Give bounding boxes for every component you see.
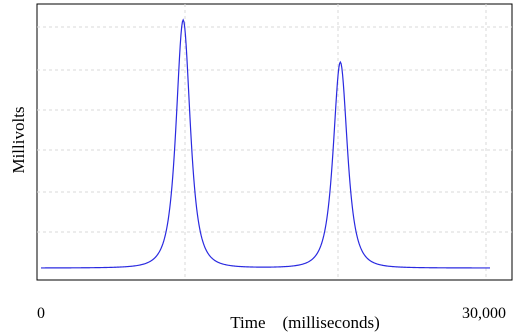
y-axis-label: Millivolts [9, 106, 28, 173]
x-tick-label-start: 0 [37, 305, 45, 322]
grid [37, 4, 512, 280]
plot-frame [36, 3, 513, 281]
series-line [41, 18, 490, 269]
x-tick-label-end: 30,000 [462, 305, 506, 322]
x-axis-label: Time (milliseconds) [230, 313, 380, 332]
